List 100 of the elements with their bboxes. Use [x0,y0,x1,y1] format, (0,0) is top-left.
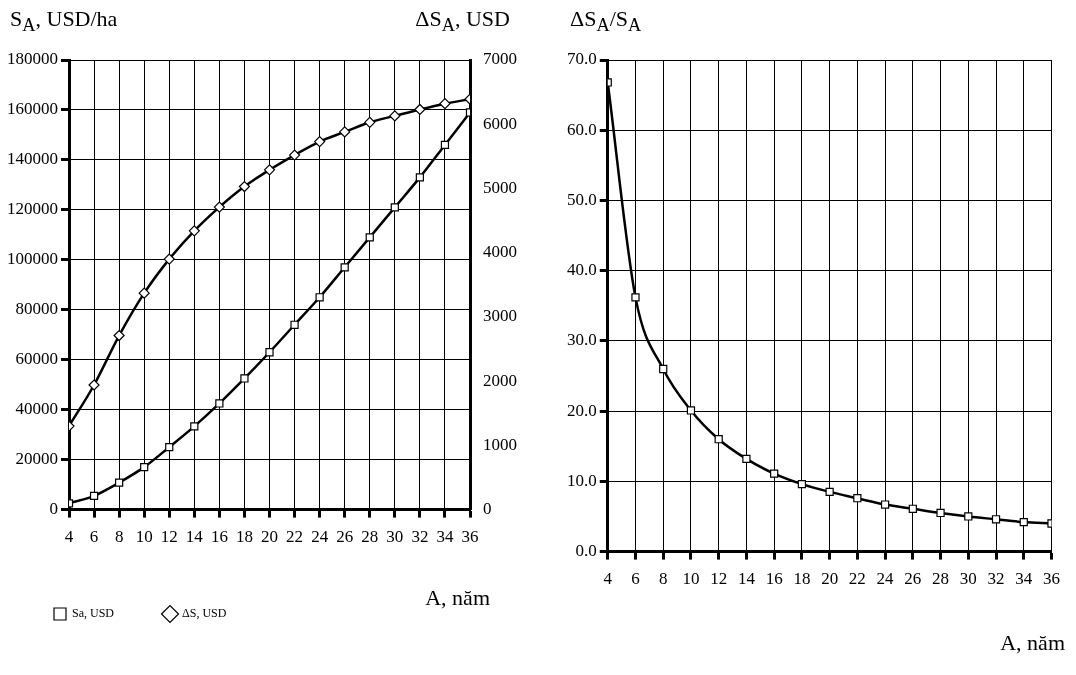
point [88,379,100,391]
legend-label: ΔS, USD [182,606,227,621]
point [439,98,451,110]
point [1019,517,1028,527]
x-tick-label: 4 [603,569,613,589]
x-tick-label: 24 [876,569,895,589]
point [659,364,668,374]
point [240,374,249,383]
point [770,469,779,478]
x-tick-label: 6 [631,569,640,589]
point [364,116,376,128]
x-tick-label: 30 [959,569,977,589]
x-tick-label: 26 [336,527,354,547]
x-tick-label: 8 [658,569,668,589]
point [238,180,251,193]
x-tick-label: 16 [210,527,228,547]
x-tick-label: 10 [682,569,700,589]
point [880,500,890,509]
x-tick-label: 16 [765,569,783,589]
point [315,293,324,302]
y2-tick-label: 6000 [483,113,517,133]
point [265,348,274,357]
point [686,406,696,415]
y2-tick-label: 5000 [483,177,517,197]
point [440,140,450,150]
x-tick-label: 20 [261,527,278,547]
point [797,480,807,489]
point [964,512,973,521]
y-tick-label: 140000 [7,149,58,169]
x-tick-label: 8 [114,527,124,547]
y-tick-label: 160000 [7,99,58,119]
x-tick-label: 12 [160,527,178,547]
x-tick-label: 34 [1015,569,1033,589]
y2-tick-label: 1000 [483,434,517,454]
x-tick-label: 18 [235,527,253,547]
y-tick-label: 100000 [7,249,58,269]
point [908,504,917,513]
y-tick-label: 60000 [15,349,58,369]
x-tick-label: 26 [904,569,922,589]
x-tick-label: 14 [737,569,756,589]
y-axis-title: ΔS$_{A}$/S$_{A}$ [570,6,642,37]
point [339,126,351,138]
x-tick-label: 30 [386,527,404,547]
point [215,399,224,408]
point [936,508,945,518]
x-axis-title: A, năm [1000,630,1065,656]
point [288,149,301,161]
point [138,287,150,299]
x-tick-label: 10 [135,527,153,547]
x-tick-label: 14 [185,527,204,547]
x-tick-label: 12 [710,569,728,589]
y2-tick-label: 3000 [483,306,517,326]
x-tick-label: 20 [821,569,839,589]
y2-tick-label: 7000 [483,49,517,69]
point [853,494,862,503]
point [991,515,1001,524]
x-axis-title: A, năm [425,585,490,611]
point [188,225,200,237]
point [825,487,834,497]
x-tick-label: 28 [932,569,950,589]
y-tick-label: 120000 [7,199,58,219]
x-tick-label: 36 [1043,569,1060,589]
y-axis-title: S$_{A}$, USD/ha [10,6,118,37]
y-tick-label: 50.0 [567,189,597,209]
point [631,293,640,302]
point [113,329,125,342]
x-tick-label: 18 [793,569,811,589]
y2-tick-label: 0 [483,499,492,519]
y2-tick-label: 4000 [483,242,517,262]
y2-axis-title: ΔS$_{A}$, USD [415,6,510,37]
y-tick-label: 0.0 [575,541,597,561]
point [314,135,326,148]
y-tick-label: 30.0 [567,330,597,350]
point [390,203,399,212]
point [415,173,425,182]
y-tick-label: 0 [49,499,58,519]
point [290,320,299,329]
x-tick-label: 28 [361,527,379,547]
point [190,422,199,431]
legend-label: Sa, USD [72,606,115,621]
x-tick-label: 6 [89,527,99,547]
x-tick-label: 24 [311,527,329,547]
y-tick-label: 60.0 [567,119,597,139]
point [89,491,99,500]
x-tick-label: 22 [286,527,304,547]
x-tick-label: 32 [411,527,429,547]
point [742,454,751,464]
point [114,478,124,487]
point [140,463,149,472]
point [213,201,225,213]
point [163,253,175,265]
point [365,233,374,242]
y-tick-label: 180000 [7,49,58,69]
point [263,164,276,176]
y-tick-label: 20000 [15,449,58,469]
y-tick-label: 40000 [15,399,58,419]
x-tick-label: 22 [848,569,866,589]
y-tick-label: 20.0 [567,400,597,420]
point [414,103,426,116]
x-tick-label: 36 [461,527,479,547]
